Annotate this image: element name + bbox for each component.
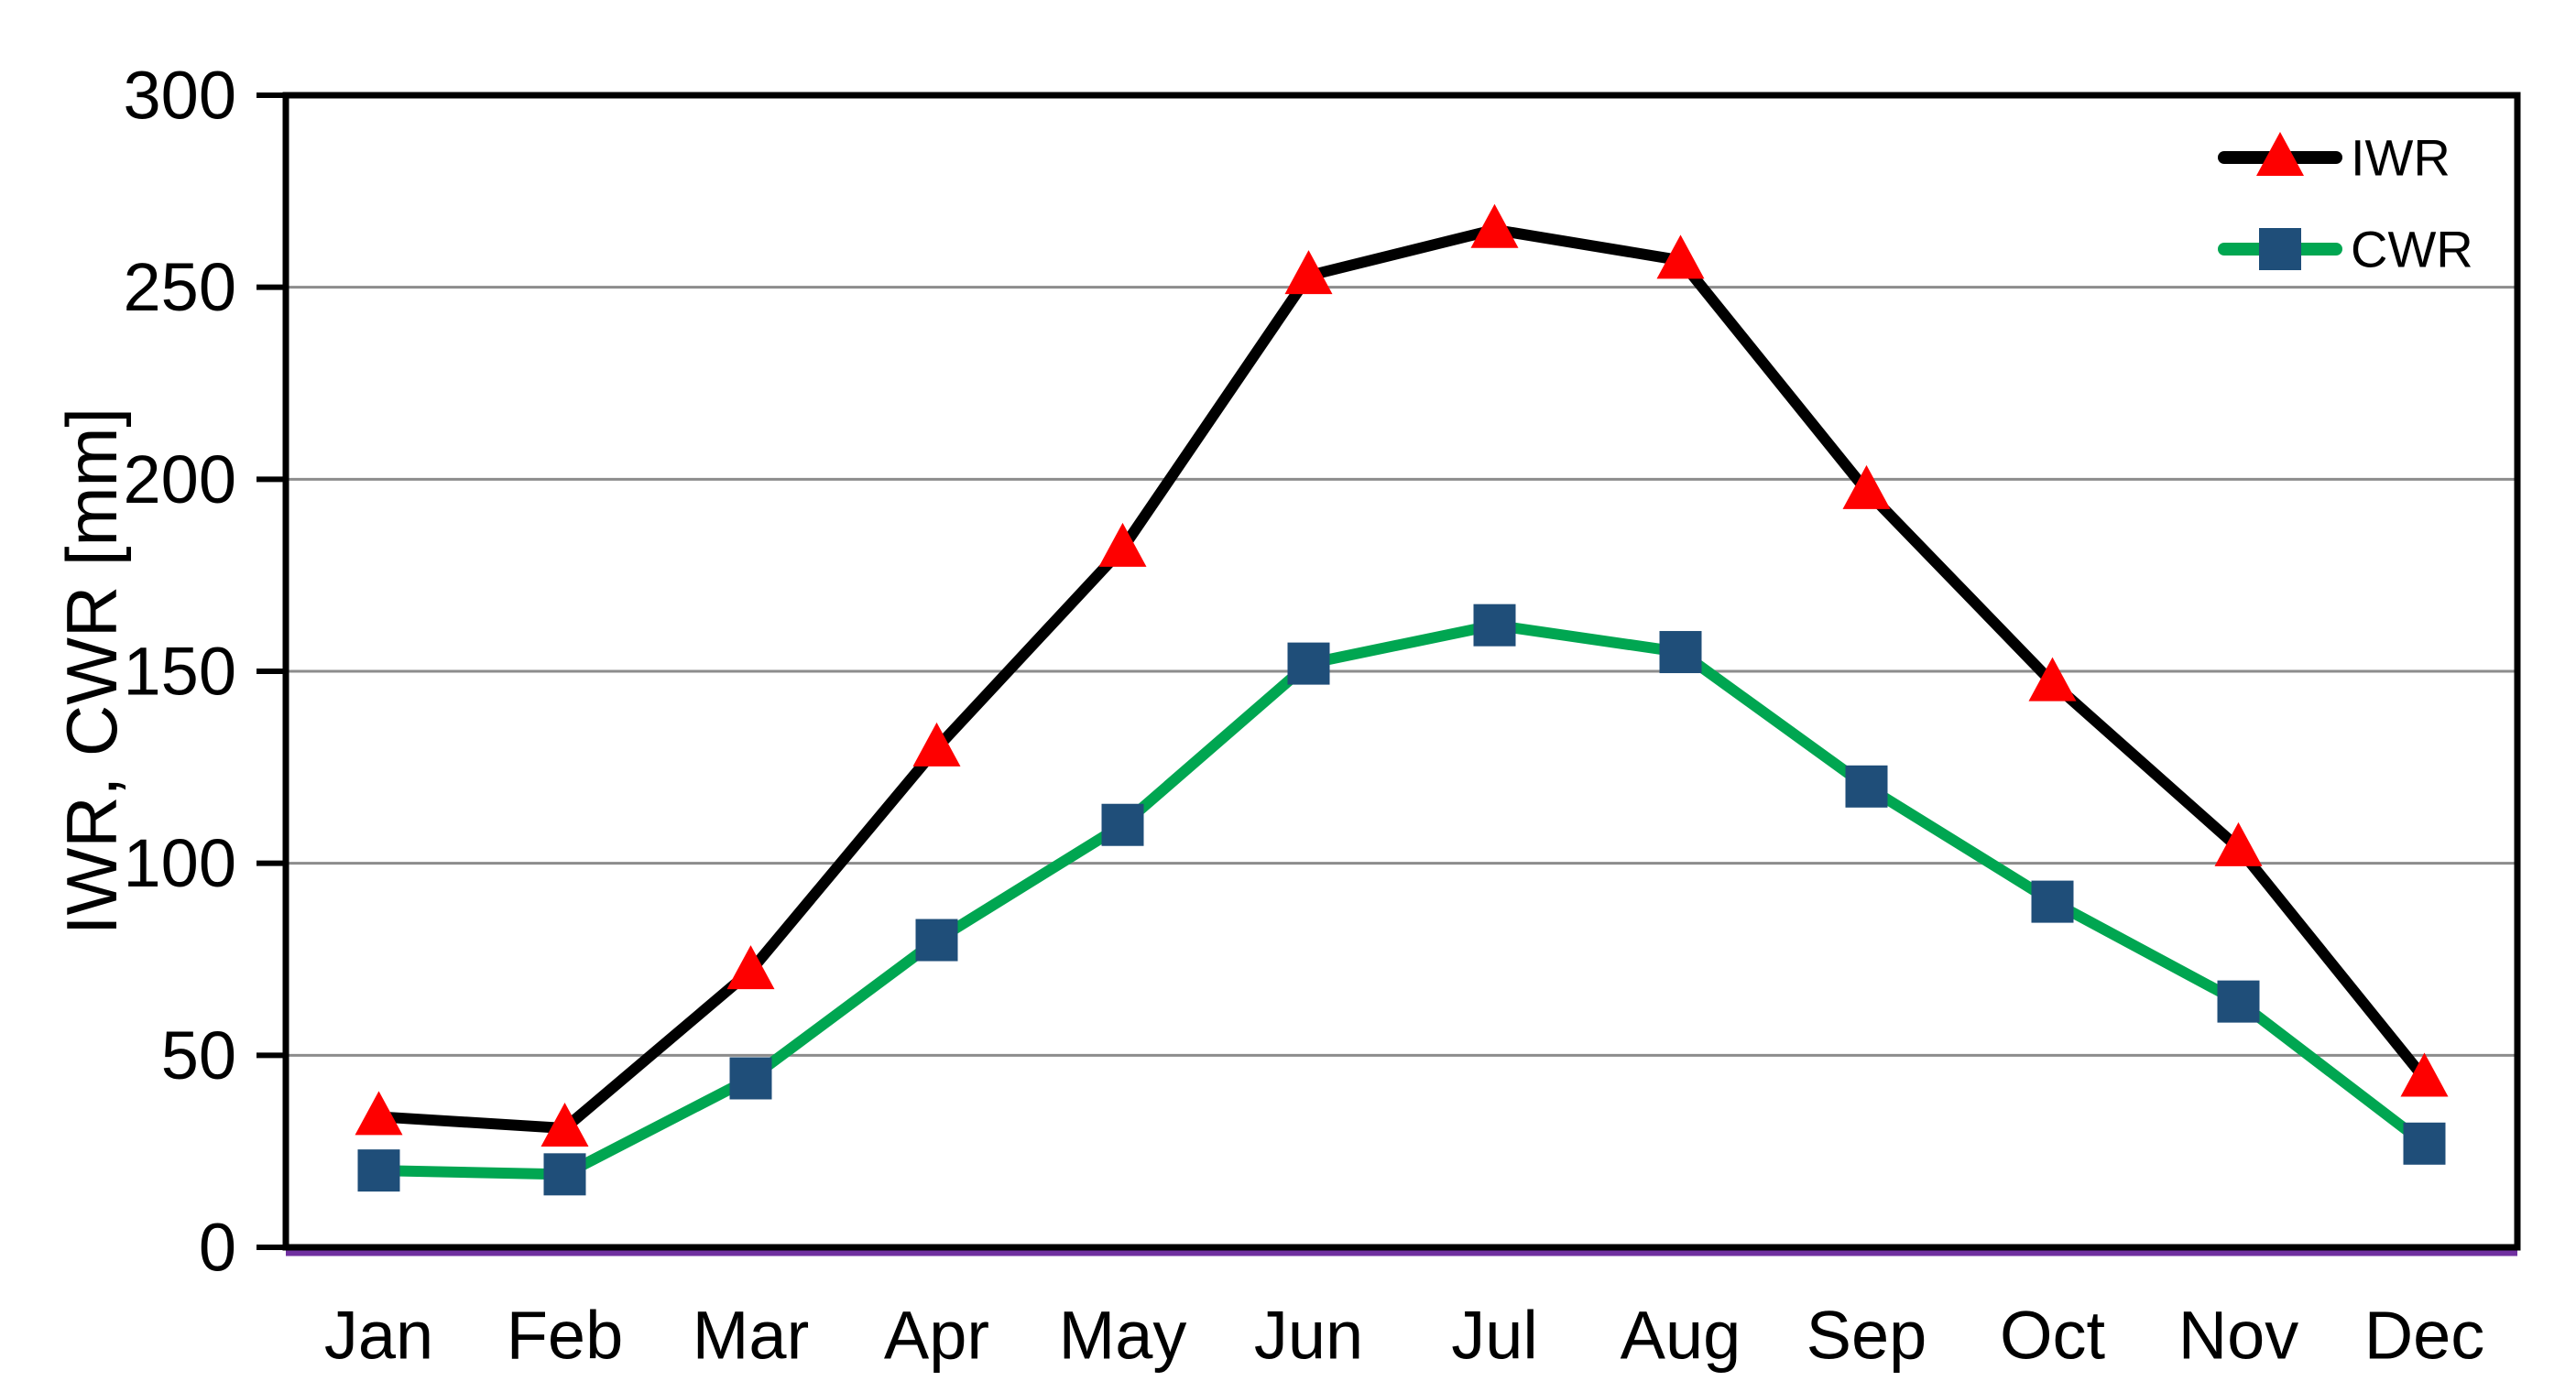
- x-label-jan: Jan: [324, 1298, 433, 1374]
- series-cwr-marker-sep: [1845, 765, 1888, 808]
- x-label-apr: Apr: [884, 1298, 989, 1374]
- legend-iwr-label: IWR: [2351, 129, 2450, 187]
- x-label-may: May: [1059, 1298, 1187, 1374]
- series-cwr-marker-jul: [1473, 604, 1516, 647]
- series-cwr-line: [373, 619, 2430, 1180]
- legend-cwr-marker: [2259, 228, 2301, 270]
- series-iwr-marker-sep: [1842, 464, 1891, 509]
- y-tick-label-200: 200: [124, 441, 236, 517]
- y-tick-label-150: 150: [124, 634, 236, 710]
- series-iwr-marker-jan: [355, 1091, 403, 1136]
- legend-cwr-label: CWR: [2351, 221, 2473, 278]
- x-label-sep: Sep: [1806, 1298, 1927, 1374]
- series-iwr-marker-dec: [2400, 1052, 2449, 1097]
- plot-border: [282, 92, 2521, 1251]
- legend-iwr-marker: [2256, 132, 2304, 176]
- x-label-jul: Jul: [1451, 1298, 1538, 1374]
- y-axis-title: IWR, CWR [mm]: [51, 408, 132, 935]
- series-iwr-marker-may: [1098, 522, 1147, 567]
- series-iwr-marker-feb: [540, 1103, 589, 1147]
- series-cwr-marker-may: [1101, 803, 1144, 846]
- series-iwr-marker-jul: [1470, 203, 1519, 248]
- series-iwr-marker-jun: [1284, 250, 1333, 295]
- y-tick-label-250: 250: [124, 249, 236, 325]
- y-tick-label-50: 50: [161, 1017, 236, 1093]
- series-cwr-marker-feb: [543, 1153, 586, 1196]
- series-iwr-marker-apr: [912, 722, 961, 767]
- series-iwr-marker-mar: [726, 945, 775, 990]
- series-cwr-marker-nov: [2217, 980, 2260, 1023]
- series-iwr-marker-oct: [2028, 657, 2077, 701]
- series-cwr-marker-jan: [357, 1149, 400, 1192]
- series-cwr-marker-jun: [1287, 642, 1330, 685]
- x-label-feb: Feb: [507, 1298, 624, 1374]
- series-cwr-marker-oct: [2031, 880, 2074, 923]
- series-iwr-marker-nov: [2214, 821, 2263, 866]
- y-tick-label-0: 0: [199, 1210, 236, 1286]
- x-label-aug: Aug: [1621, 1298, 1741, 1374]
- series-iwr-line: [373, 223, 2430, 1135]
- series-cwr-marker-dec: [2403, 1122, 2446, 1165]
- x-label-jun: Jun: [1254, 1298, 1363, 1374]
- series-cwr-marker-mar: [729, 1057, 772, 1100]
- y-tick-label-100: 100: [124, 825, 236, 901]
- series-cwr-marker-apr: [915, 919, 958, 962]
- x-label-nov: Nov: [2178, 1298, 2299, 1374]
- x-label-oct: Oct: [2000, 1298, 2106, 1374]
- x-label-mar: Mar: [693, 1298, 809, 1374]
- x-label-dec: Dec: [2364, 1298, 2485, 1374]
- y-tick-label-300: 300: [124, 58, 236, 134]
- series-iwr-marker-aug: [1656, 234, 1705, 279]
- series-cwr-marker-aug: [1659, 631, 1702, 674]
